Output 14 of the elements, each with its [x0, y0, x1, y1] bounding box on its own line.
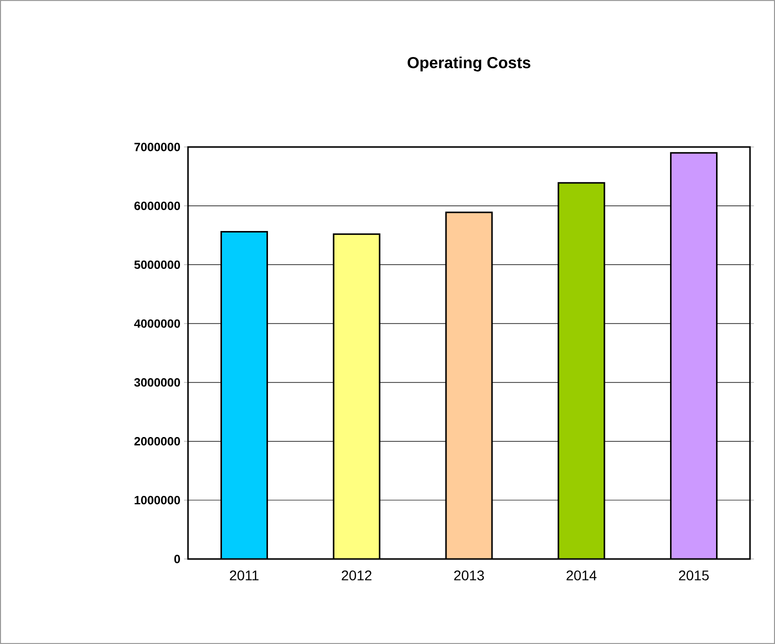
- y-tick-label: 4000000: [134, 319, 180, 328]
- y-tick-label: 2000000: [134, 437, 180, 446]
- x-tick-label: 2013: [454, 570, 484, 580]
- y-tick-label: 3000000: [134, 378, 180, 387]
- x-tick-label: 2012: [342, 570, 372, 580]
- y-tick-label: 1000000: [134, 496, 180, 504]
- y-tick-label: 5000000: [134, 260, 180, 269]
- y-tick-label: 0: [174, 554, 180, 564]
- y-tick-label: 6000000: [134, 202, 180, 210]
- x-tick-label: 2015: [678, 570, 709, 580]
- x-tick-label: 2011: [230, 570, 259, 580]
- x-tick-label: 2014: [566, 570, 596, 580]
- chart-title: Operating Costs: [408, 56, 530, 72]
- y-tick-label: 7000000: [134, 142, 180, 152]
